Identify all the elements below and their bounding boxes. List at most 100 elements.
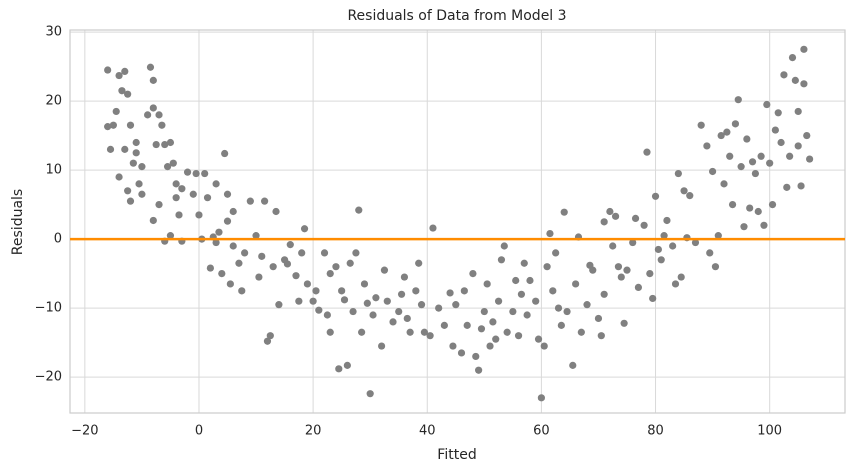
point	[589, 266, 597, 274]
point	[312, 287, 320, 295]
point	[358, 328, 366, 336]
point	[757, 152, 765, 160]
point	[763, 100, 771, 109]
point	[255, 273, 263, 281]
point	[800, 45, 808, 53]
point	[338, 287, 346, 295]
point	[783, 183, 791, 191]
point	[235, 259, 243, 267]
point	[340, 296, 349, 304]
point	[563, 307, 571, 316]
point	[477, 325, 486, 333]
point	[768, 200, 777, 209]
point	[112, 107, 120, 116]
point	[201, 169, 209, 178]
x-tick-label: 100	[757, 424, 782, 439]
point	[600, 290, 608, 298]
point	[118, 87, 126, 95]
point	[711, 263, 720, 271]
point	[457, 349, 466, 357]
point	[803, 131, 811, 140]
point	[355, 206, 363, 214]
point	[163, 163, 172, 171]
point	[252, 232, 260, 240]
point	[389, 318, 397, 326]
point	[714, 232, 722, 240]
point	[577, 328, 585, 336]
point	[600, 218, 608, 226]
point	[634, 283, 643, 292]
y-axis-label: Residuals	[10, 189, 26, 255]
point	[497, 256, 506, 264]
point	[352, 249, 360, 257]
point	[183, 168, 192, 176]
point	[121, 67, 129, 76]
point	[489, 318, 497, 326]
x-tick-label: 0	[195, 424, 203, 439]
point	[543, 263, 551, 271]
point	[469, 270, 477, 278]
point	[452, 301, 460, 309]
point	[797, 182, 805, 190]
point	[149, 216, 157, 225]
point	[520, 259, 528, 267]
point	[486, 342, 494, 350]
point	[597, 332, 605, 340]
point	[526, 276, 534, 285]
point	[594, 314, 603, 323]
point	[537, 394, 545, 402]
point	[657, 256, 665, 264]
point	[708, 167, 717, 176]
point	[691, 238, 700, 247]
point	[241, 249, 249, 257]
point	[717, 131, 725, 140]
point	[149, 104, 157, 112]
point	[275, 301, 283, 309]
point	[540, 342, 548, 350]
point	[295, 297, 303, 305]
point	[104, 66, 112, 74]
point	[617, 273, 625, 281]
point	[412, 287, 420, 295]
point	[480, 307, 488, 316]
point	[223, 217, 232, 225]
point	[654, 245, 662, 254]
point	[203, 194, 212, 202]
point	[640, 221, 648, 229]
point	[426, 332, 434, 340]
point	[643, 148, 651, 156]
point	[703, 142, 711, 150]
point	[272, 207, 280, 216]
y-tick-label: 10	[45, 163, 62, 178]
point	[323, 311, 331, 319]
point	[266, 332, 274, 340]
point	[406, 328, 414, 336]
point	[298, 249, 306, 257]
point	[158, 121, 166, 129]
point	[780, 71, 788, 79]
x-tick-label: 40	[419, 424, 436, 439]
point	[206, 264, 214, 272]
point	[720, 180, 728, 188]
point	[229, 207, 237, 216]
point	[649, 294, 657, 303]
point	[509, 307, 517, 316]
point	[132, 138, 140, 147]
point	[420, 328, 428, 336]
point	[415, 259, 423, 267]
point	[221, 149, 229, 158]
point	[771, 126, 779, 134]
point	[517, 290, 526, 298]
point	[121, 145, 129, 153]
point	[794, 142, 802, 150]
point	[671, 280, 680, 288]
point	[651, 192, 660, 200]
point	[155, 111, 163, 119]
point	[743, 135, 751, 143]
point	[104, 123, 112, 131]
point	[429, 224, 437, 232]
point	[161, 140, 169, 149]
point	[629, 238, 637, 247]
point	[126, 121, 135, 129]
point	[326, 328, 334, 336]
